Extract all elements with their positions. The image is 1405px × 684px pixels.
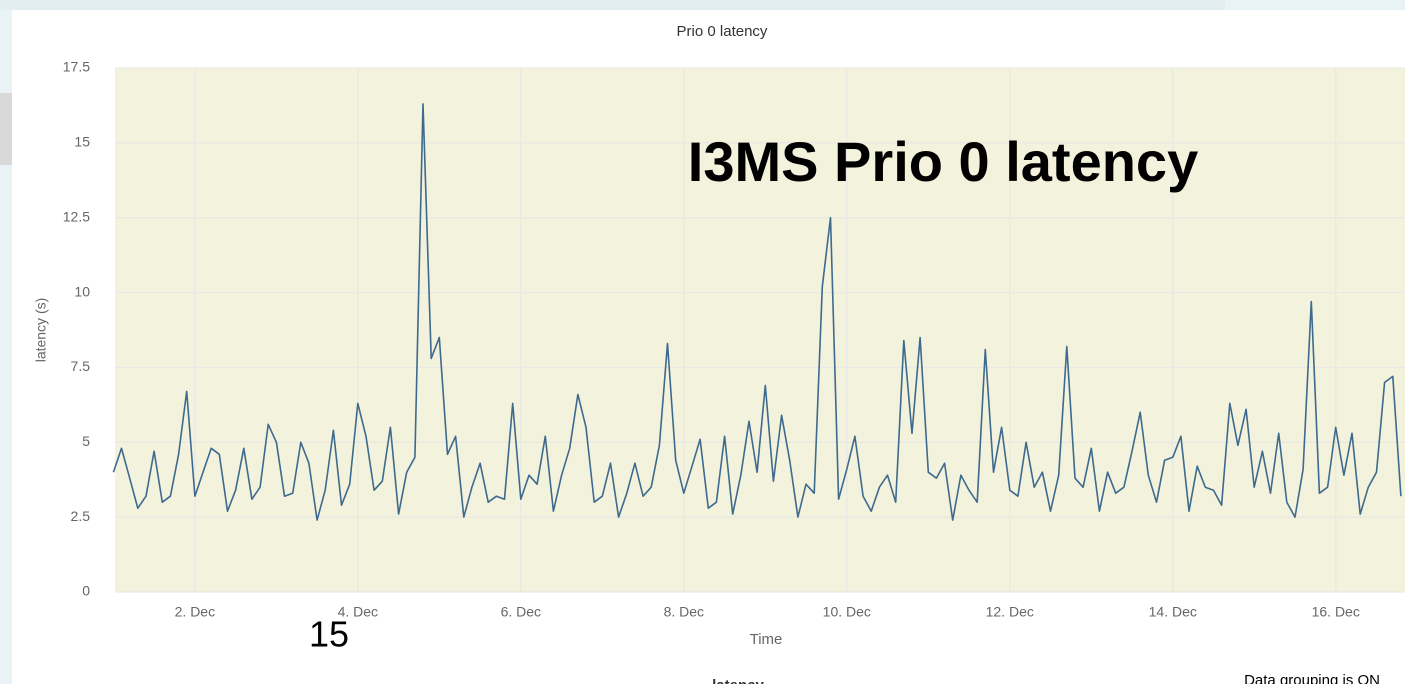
y-tick-label: 12.5 — [63, 208, 90, 224]
y-axis-label: latency (s) — [33, 298, 49, 363]
y-tick-label: 17.5 — [63, 59, 90, 75]
x-tick-label: 16. Dec — [1312, 604, 1360, 620]
x-tick-label: 14. Dec — [1149, 604, 1197, 620]
y-tick-label: 5 — [82, 433, 90, 449]
x-tick-label: 4. Dec — [338, 604, 378, 620]
y-tick-label: 15 — [74, 134, 90, 150]
y-tick-label: 10 — [74, 283, 90, 299]
chart-title: Prio 0 latency — [677, 23, 768, 40]
legend-label: latency — [712, 677, 764, 684]
x-tick-label: 10. Dec — [823, 604, 871, 620]
y-tick-label: 7.5 — [71, 358, 91, 374]
x-axis-label: Time — [750, 631, 783, 648]
y-tick-label: 2.5 — [71, 508, 91, 524]
background-panel — [0, 93, 14, 165]
background-strip — [0, 0, 1225, 10]
x-tick-label: 12. Dec — [986, 604, 1034, 620]
grouping-note: Data grouping is ON — [1244, 672, 1380, 684]
x-tick-label: 8. Dec — [664, 604, 704, 620]
x-tick-label: 6. Dec — [501, 604, 541, 620]
slide-number: 15 — [309, 614, 349, 655]
annotation: I3MS Prio 0 latency — [688, 130, 1198, 193]
data-line — [112, 103, 1402, 521]
x-tick-label: 2. Dec — [175, 604, 215, 620]
y-tick-label: 0 — [82, 583, 90, 599]
